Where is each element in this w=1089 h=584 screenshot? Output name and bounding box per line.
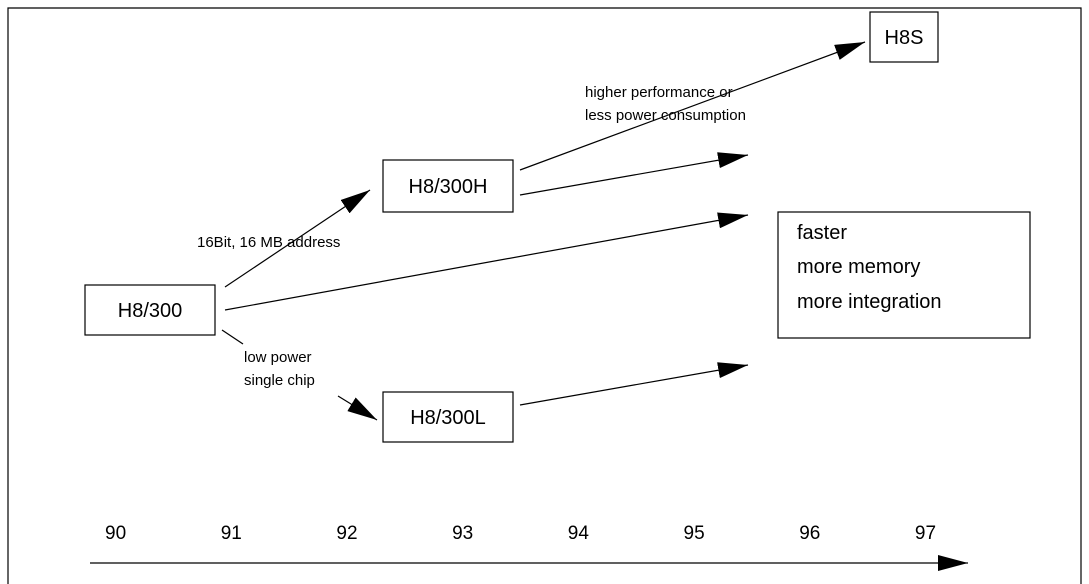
year-label: 94 (568, 523, 590, 544)
arrow (224, 212, 749, 311)
arrow (337, 395, 378, 421)
arrow (519, 41, 866, 171)
trend-box (777, 211, 1031, 339)
node-label: H8S (885, 27, 924, 49)
arrow (224, 189, 371, 288)
edge-label: less power consumption (585, 107, 746, 124)
edge-label: higher performance or (585, 84, 733, 101)
year-label: 95 (684, 523, 705, 544)
frame (7, 7, 1082, 584)
timeline-labels: 90 91 92 93 94 95 96 97 (105, 523, 936, 544)
node-box (869, 11, 939, 63)
node-label: H8/300H (409, 176, 488, 198)
edge-label: 16Bit, 16 MB address (197, 234, 340, 251)
arrow (519, 152, 749, 196)
year-label: 97 (915, 523, 936, 544)
trend-text: faster (797, 222, 847, 244)
year-label: 93 (452, 523, 473, 544)
trend-text: more integration (797, 291, 942, 313)
edge-label: single chip (244, 372, 315, 389)
node-label: H8/300 (118, 300, 183, 322)
node-label: H8/300L (410, 407, 486, 429)
year-label: 96 (799, 523, 820, 544)
node-box (84, 284, 216, 336)
edge-label: low power (244, 349, 312, 366)
year-label: 92 (336, 523, 357, 544)
trend-text: more memory (797, 256, 920, 278)
node-box (382, 159, 514, 213)
year-label: 90 (105, 523, 126, 544)
year-label: 91 (221, 523, 242, 544)
connector (221, 329, 244, 345)
node-box (382, 391, 514, 443)
arrow (519, 362, 749, 406)
